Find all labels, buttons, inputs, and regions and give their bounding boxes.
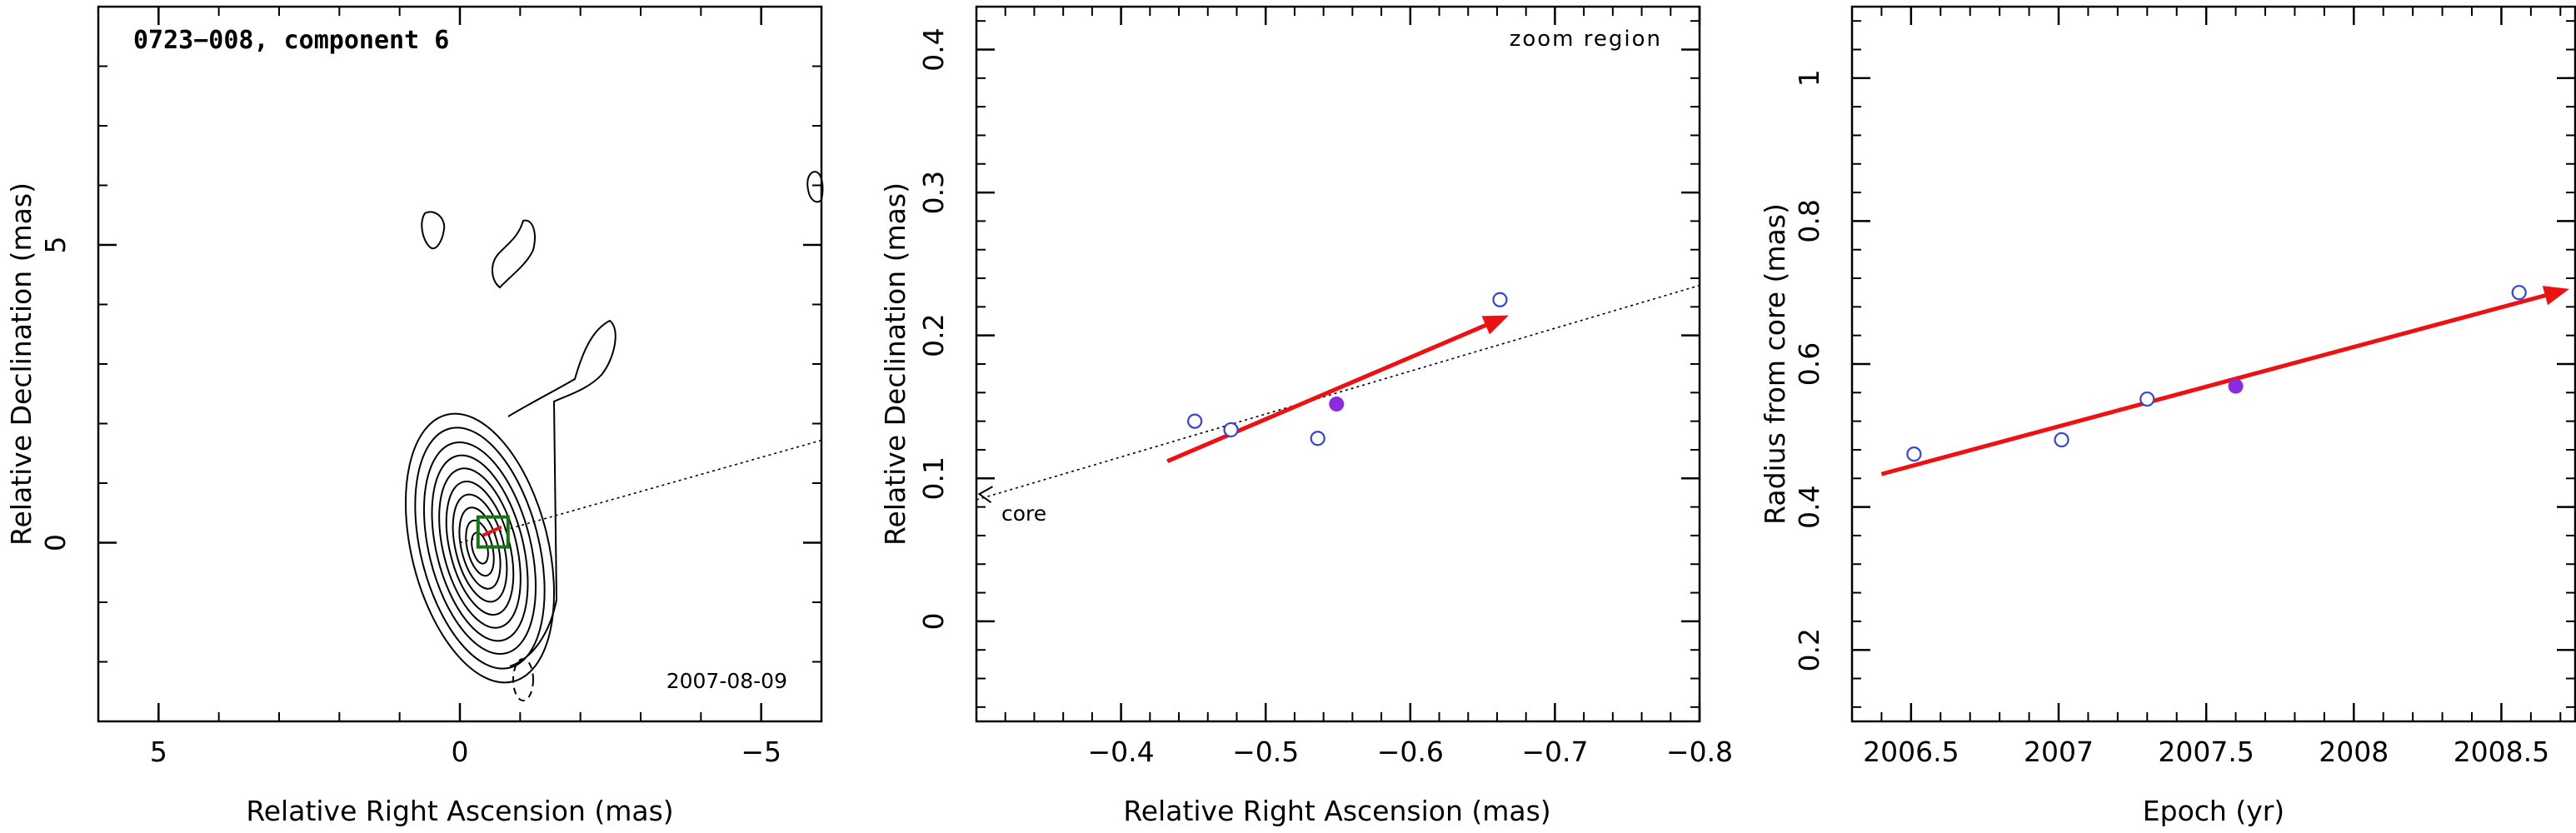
open-data-point bbox=[2139, 391, 2155, 407]
contour-level bbox=[431, 454, 529, 642]
open-data-point bbox=[1492, 292, 1508, 307]
panel-2-ylabel: Relative Declination (mas) bbox=[879, 182, 911, 546]
motion-vector-arrowhead bbox=[1481, 315, 1509, 335]
panel-1-title: 0723−008, component 6 bbox=[133, 26, 449, 55]
panel-1-xlabel: Relative Right Ascension (mas) bbox=[246, 795, 673, 827]
y-tick-label: 0.4 bbox=[917, 27, 950, 71]
zoom-region-label: zoom region bbox=[1510, 27, 1662, 52]
contour-level bbox=[458, 506, 502, 590]
open-data-point bbox=[1906, 446, 1922, 462]
panel-2-ticks bbox=[976, 7, 1701, 721]
panel-2-xlabel: Relative Right Ascension (mas) bbox=[1123, 795, 1550, 827]
panel-2-points bbox=[1187, 292, 1508, 446]
motion-vector-arrow bbox=[1166, 323, 1487, 463]
negative-contour bbox=[512, 658, 534, 701]
contour-level bbox=[414, 426, 546, 670]
component-box bbox=[476, 515, 510, 549]
y-tick-label: 0.8 bbox=[1793, 199, 1825, 242]
y-tick-label: 0.6 bbox=[1793, 342, 1825, 386]
blob-contour bbox=[806, 171, 824, 203]
y-tick-label: 5 bbox=[39, 237, 72, 254]
x-tick-label: 0 bbox=[452, 736, 469, 768]
x-tick-label: 2006.5 bbox=[1863, 736, 1959, 768]
blob-contour bbox=[492, 219, 536, 289]
open-data-point bbox=[2054, 431, 2069, 448]
panel-2-frame bbox=[975, 5, 1701, 723]
contour-level bbox=[452, 493, 508, 603]
radio-contours bbox=[404, 171, 824, 701]
trend-arrowhead bbox=[2542, 286, 2569, 306]
filled-data-point bbox=[1329, 397, 1345, 412]
core-direction-arrowhead bbox=[977, 486, 993, 503]
x-tick-label: −0.6 bbox=[1377, 736, 1444, 768]
panel-1-ticks bbox=[97, 6, 822, 722]
panel-3-points bbox=[1906, 285, 2527, 462]
jet-contour bbox=[507, 319, 617, 667]
x-tick-label: −0.7 bbox=[1521, 736, 1588, 768]
y-tick-label: 0.2 bbox=[1793, 628, 1825, 671]
core-label: core bbox=[1001, 501, 1046, 526]
component-motion-arrow bbox=[482, 525, 502, 537]
panel-3-tick-labels: 2006.5 2007 2007.5 2008 2008.5 0.2 0.4 0.6 0.8 1 bbox=[1793, 69, 2549, 768]
y-tick-label: 0.4 bbox=[1793, 485, 1825, 528]
y-tick-label: 1 bbox=[1793, 69, 1825, 87]
panel-3-ticks bbox=[1851, 7, 2575, 721]
y-tick-label: 0.2 bbox=[917, 313, 950, 357]
contour-level bbox=[422, 441, 537, 655]
panel-2-tick-labels: −0.4 −0.5 −0.6 −0.7 −0.8 0 0.1 0.2 0.3 0.4 bbox=[917, 27, 1733, 768]
contour-level bbox=[438, 467, 522, 629]
x-tick-label: 2008.5 bbox=[2454, 736, 2549, 768]
x-tick-label: −0.4 bbox=[1088, 736, 1155, 768]
trajectory-line bbox=[459, 439, 822, 544]
y-tick-label: 0 bbox=[39, 534, 72, 551]
panel-1-ylabel: Relative Declination (mas) bbox=[5, 182, 37, 546]
filled-data-point bbox=[2228, 378, 2244, 394]
open-data-point bbox=[1223, 421, 1239, 438]
x-tick-label: 2008 bbox=[2319, 736, 2389, 768]
panel-1-date: 2007-08-09 bbox=[666, 669, 787, 693]
x-tick-label: −0.5 bbox=[1232, 736, 1299, 768]
panel-3-xlabel: Epoch (yr) bbox=[2143, 795, 2284, 827]
x-tick-label: 2007 bbox=[2024, 736, 2094, 768]
blob-contour bbox=[421, 211, 446, 250]
panel-3-frame bbox=[1850, 5, 2576, 723]
open-data-point bbox=[1187, 413, 1203, 429]
panel-3: 2006.5 2007 2007.5 2008 2008.50.20.40.60.81 … bbox=[1759, 5, 2576, 827]
y-tick-label: 0.3 bbox=[917, 171, 950, 214]
panel-1-frame bbox=[97, 5, 823, 723]
x-tick-label: −5 bbox=[741, 736, 781, 768]
panel-2: −0.4 −0.5 −0.6 −0.7 −0.8 0 0.1 0.2 0.3 0.4 zoom r… bbox=[879, 5, 1733, 827]
panel-1-tick-labels: 5 0 −5 0 5 bbox=[39, 237, 781, 769]
trend-arrow bbox=[1880, 293, 2546, 476]
x-tick-label: −0.8 bbox=[1666, 736, 1733, 768]
x-tick-label: 2007.5 bbox=[2158, 736, 2254, 768]
trajectory-line bbox=[976, 284, 1700, 501]
panel-1: 5 0 −5 0 5 bbox=[5, 5, 824, 827]
y-tick-label: 0 bbox=[917, 612, 950, 630]
contour-level bbox=[465, 519, 495, 577]
y-tick-label: 0.1 bbox=[917, 456, 950, 500]
panel-3-ylabel: Radius from core (mas) bbox=[1759, 203, 1791, 525]
x-tick-label: 5 bbox=[150, 736, 167, 768]
open-data-point bbox=[1310, 431, 1325, 446]
open-data-point bbox=[2511, 285, 2527, 301]
